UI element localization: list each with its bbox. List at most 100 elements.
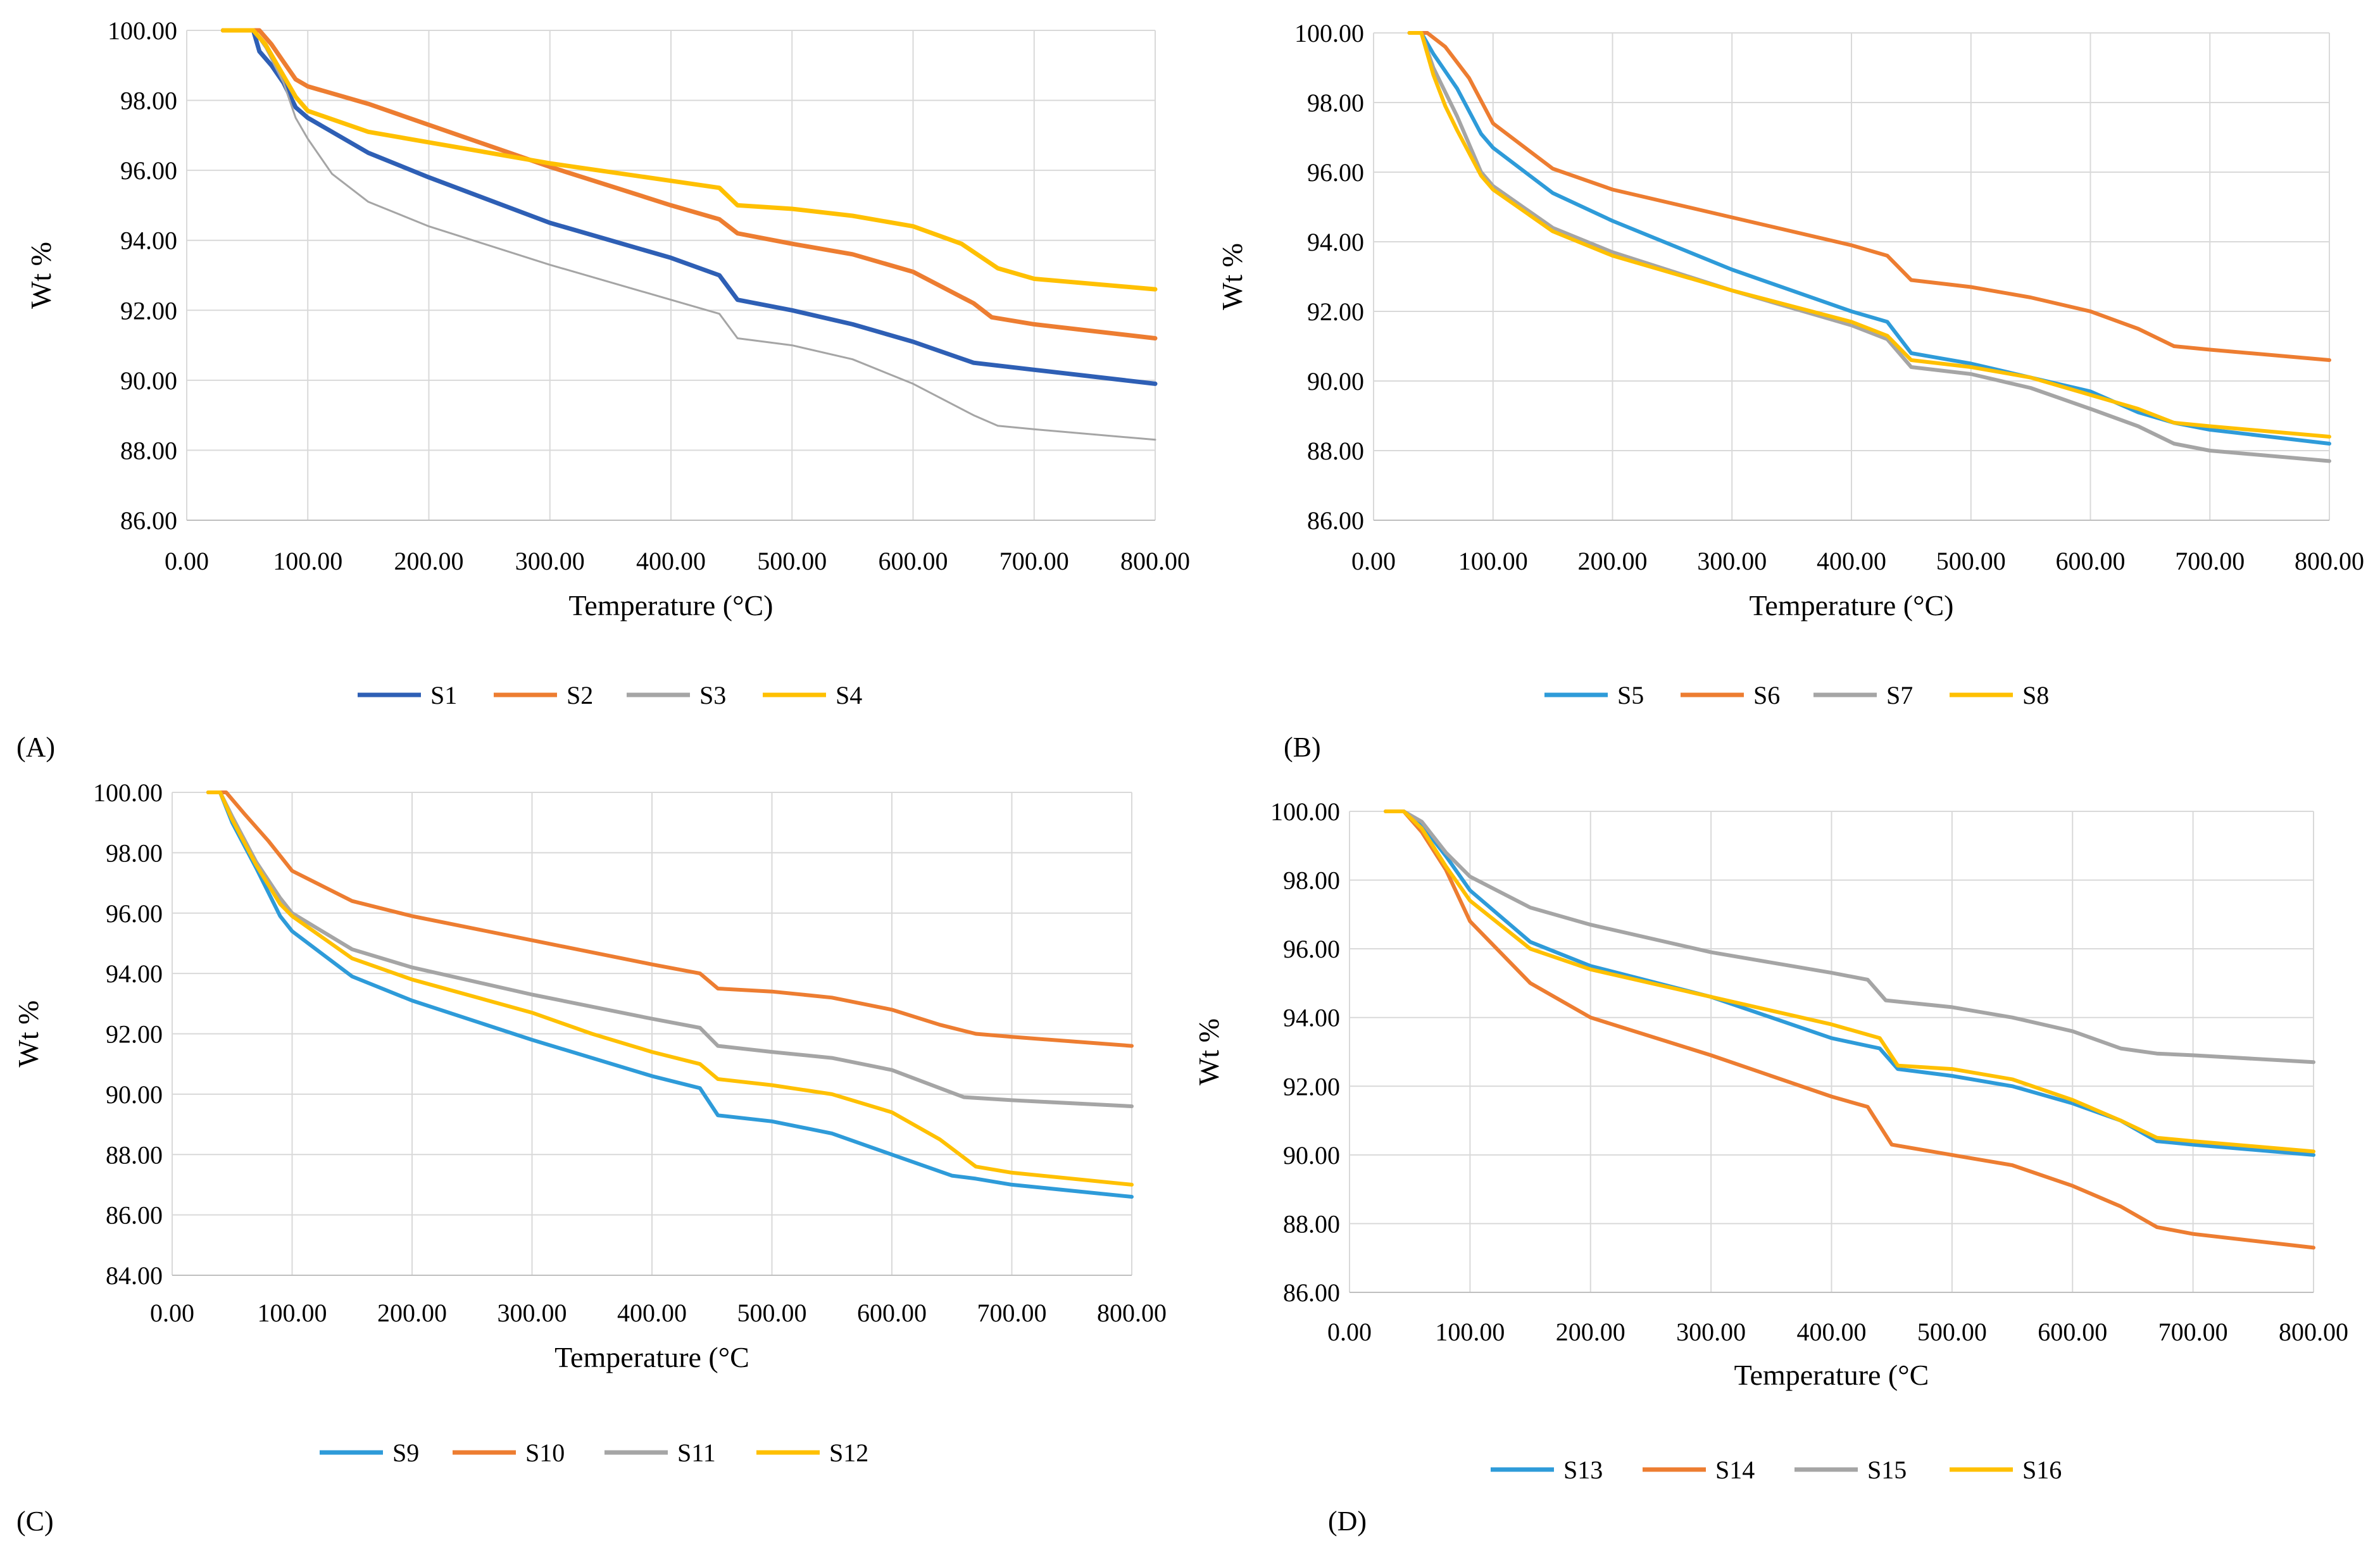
x-tick-label: 700.00 bbox=[2158, 1318, 2228, 1346]
y-tick-label: 98.00 bbox=[1307, 89, 1364, 117]
chart-panel-4: 86.00 88.00 90.00 92.00 94.00 96.00 98.00 100.0… bbox=[1193, 797, 2348, 1484]
x-tick-label: 600.00 bbox=[2038, 1318, 2107, 1346]
panel-label-a: (A) bbox=[16, 732, 56, 763]
legend-label-s10: S10 bbox=[525, 1439, 565, 1467]
x-tick-label: 500.00 bbox=[737, 1299, 807, 1327]
x-axis-title: Temperature (°C) bbox=[1750, 589, 1954, 621]
y-tick-label: 90.00 bbox=[1283, 1141, 1340, 1170]
y-tick-label: 84.00 bbox=[106, 1261, 163, 1290]
y-tick-label: 96.00 bbox=[120, 156, 177, 185]
x-tick-label: 300.00 bbox=[1697, 547, 1767, 575]
y-tick-label: 100.00 bbox=[1270, 797, 1340, 826]
x-tick-label: 600.00 bbox=[857, 1299, 927, 1327]
y-tick-label: 88.00 bbox=[1283, 1209, 1340, 1238]
legend-label-s13: S13 bbox=[1563, 1456, 1603, 1484]
x-axis-title: Temperature (°C bbox=[554, 1341, 749, 1373]
x-tick-label: 700.00 bbox=[977, 1299, 1047, 1327]
series-line-s16 bbox=[1384, 809, 2315, 1154]
chart-panel-3: 84.00 86.00 88.00 90.00 92.00 94.00 96.00 98.00… bbox=[12, 778, 1167, 1467]
x-tick-label: 700.00 bbox=[999, 547, 1069, 575]
series-line-s1 bbox=[220, 28, 1158, 386]
x-tick-label: 0.00 bbox=[1351, 547, 1396, 575]
series-line-s8 bbox=[1407, 31, 2331, 439]
y-tick-label: 96.00 bbox=[106, 899, 163, 928]
legend-label-s4: S4 bbox=[836, 681, 862, 709]
y-tick-label: 100.00 bbox=[1294, 19, 1364, 47]
y-tick-label: 94.00 bbox=[120, 227, 177, 255]
x-tick-label: 200.00 bbox=[377, 1299, 447, 1327]
y-tick-label: 98.00 bbox=[106, 839, 163, 867]
y-tick-label: 86.00 bbox=[120, 506, 177, 535]
x-tick-label: 500.00 bbox=[1936, 547, 2006, 575]
y-axis-title: Wt % bbox=[1193, 1018, 1225, 1085]
x-tick-label: 200.00 bbox=[1578, 547, 1648, 575]
panel-label-c: (C) bbox=[16, 1506, 54, 1537]
y-tick-label: 100.00 bbox=[108, 16, 177, 45]
y-tick-label: 100.00 bbox=[93, 778, 163, 807]
legend-label-s2: S2 bbox=[567, 681, 593, 709]
y-tick-label: 90.00 bbox=[120, 366, 177, 395]
y-tick-label: 90.00 bbox=[106, 1080, 163, 1109]
x-tick-label: 800.00 bbox=[2295, 547, 2364, 575]
x-tick-label: 400.00 bbox=[1797, 1318, 1867, 1346]
y-tick-label: 88.00 bbox=[106, 1140, 163, 1169]
y-tick-label: 92.00 bbox=[120, 296, 177, 325]
legend-label-s9: S9 bbox=[392, 1439, 419, 1467]
series-line-s7 bbox=[1407, 31, 2331, 463]
legend-label-s14: S14 bbox=[1715, 1456, 1755, 1484]
x-tick-label: 500.00 bbox=[1917, 1318, 1987, 1346]
legend-label-s7: S7 bbox=[1886, 681, 1913, 709]
y-tick-label: 96.00 bbox=[1307, 158, 1364, 187]
x-axis-title: Temperature (°C bbox=[1734, 1359, 1929, 1391]
x-axis-title: Temperature (°C) bbox=[569, 589, 774, 621]
x-tick-label: 400.00 bbox=[636, 547, 706, 575]
y-tick-label: 86.00 bbox=[1283, 1278, 1340, 1307]
legend-label-s3: S3 bbox=[699, 681, 726, 709]
x-tick-label: 100.00 bbox=[1458, 547, 1528, 575]
legend-label-s15: S15 bbox=[1867, 1456, 1907, 1484]
x-tick-label: 800.00 bbox=[1120, 547, 1190, 575]
legend-label-s5: S5 bbox=[1617, 681, 1644, 709]
legend-label-s11: S11 bbox=[677, 1439, 716, 1467]
legend-label-s6: S6 bbox=[1753, 681, 1780, 709]
y-axis-title: Wt % bbox=[1216, 243, 1248, 310]
x-tick-label: 200.00 bbox=[394, 547, 464, 575]
x-tick-label: 300.00 bbox=[498, 1299, 567, 1327]
y-tick-label: 92.00 bbox=[1307, 297, 1364, 326]
y-tick-label: 94.00 bbox=[106, 959, 163, 988]
x-tick-label: 800.00 bbox=[2279, 1318, 2348, 1346]
x-tick-label: 300.00 bbox=[515, 547, 585, 575]
legend-label-s8: S8 bbox=[2022, 681, 2049, 709]
y-tick-label: 86.00 bbox=[1307, 506, 1364, 535]
y-tick-label: 92.00 bbox=[106, 1020, 163, 1049]
series-line-s2 bbox=[220, 28, 1158, 340]
series-line-s15 bbox=[1384, 809, 2315, 1065]
x-tick-label: 100.00 bbox=[273, 547, 342, 575]
x-tick-label: 600.00 bbox=[2056, 547, 2126, 575]
y-tick-label: 94.00 bbox=[1307, 228, 1364, 256]
x-tick-label: 600.00 bbox=[879, 547, 948, 575]
x-tick-label: 400.00 bbox=[1817, 547, 1886, 575]
x-tick-label: 100.00 bbox=[1435, 1318, 1505, 1346]
x-tick-label: 200.00 bbox=[1556, 1318, 1625, 1346]
x-tick-label: 700.00 bbox=[2175, 547, 2245, 575]
x-tick-label: 800.00 bbox=[1097, 1299, 1167, 1327]
y-tick-label: 86.00 bbox=[106, 1201, 163, 1230]
series-line-s6 bbox=[1407, 31, 2331, 362]
series-line-s5 bbox=[1407, 31, 2331, 446]
chart-panel-1: 86.00 88.00 90.00 92.00 94.00 96.00 98.00 100.0… bbox=[25, 16, 1190, 709]
y-tick-label: 90.00 bbox=[1307, 367, 1364, 396]
y-axis-title: Wt % bbox=[25, 242, 57, 309]
series-line-s11 bbox=[206, 790, 1134, 1108]
x-tick-label: 0.00 bbox=[150, 1299, 194, 1327]
legend-label-s12: S12 bbox=[829, 1439, 868, 1467]
x-tick-label: 100.00 bbox=[258, 1299, 327, 1327]
series-line-s4 bbox=[220, 28, 1158, 292]
chart-panel-2: 86.00 88.00 90.00 92.00 94.00 96.00 98.00 100.0… bbox=[1216, 19, 2364, 709]
panel-label-b: (B) bbox=[1284, 732, 1321, 763]
y-tick-label: 88.00 bbox=[1307, 437, 1364, 465]
x-tick-label: 400.00 bbox=[617, 1299, 687, 1327]
series-line-s3 bbox=[222, 29, 1156, 441]
x-tick-label: 0.00 bbox=[165, 547, 209, 575]
